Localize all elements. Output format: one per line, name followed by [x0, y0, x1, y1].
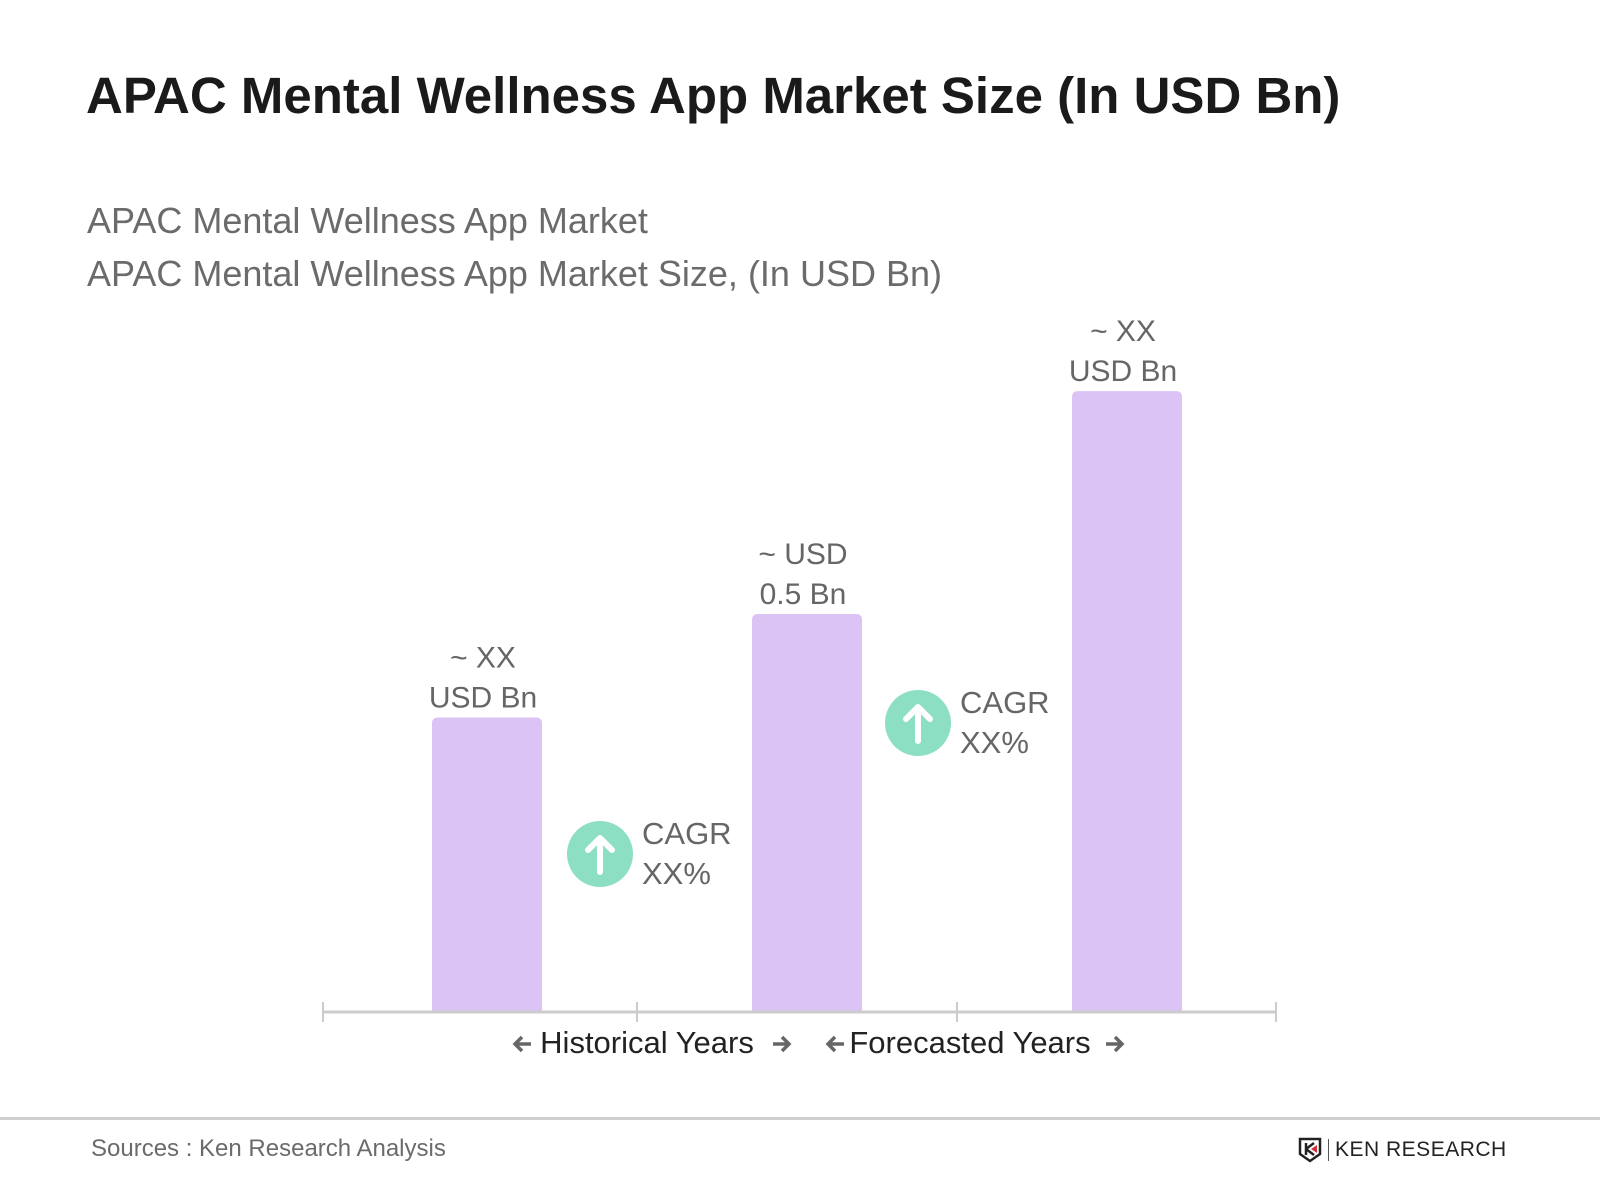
data-label: ~ USD — [758, 538, 847, 571]
x-axis-segment-label: Forecasted Years — [849, 1025, 1090, 1060]
arrow-up-icon — [585, 835, 615, 875]
arrow-left-icon — [825, 1035, 844, 1053]
cagr-label: CAGR — [960, 685, 1050, 720]
data-label: USD Bn — [429, 681, 537, 714]
cagr-label: XX% — [960, 725, 1029, 760]
x-axis-segment-label: Historical Years — [540, 1025, 754, 1060]
ken-research-shield-icon — [1298, 1137, 1322, 1163]
cagr-label: XX% — [642, 856, 711, 891]
data-label: USD Bn — [1069, 355, 1177, 388]
bar — [432, 717, 542, 1012]
bar — [752, 614, 862, 1012]
data-label: ~ XX — [1090, 315, 1156, 348]
arrow-right-icon — [773, 1035, 792, 1053]
logo-text: KEN RESEARCH — [1335, 1138, 1507, 1161]
footer-divider — [0, 1117, 1600, 1120]
chart-subtitle-units: APAC Mental Wellness App Market Size, (I… — [87, 253, 942, 294]
cagr-label: CAGR — [642, 816, 732, 851]
bar-chart: ~ XX USD Bn ~ USD 0.5 Bn ~ XX USD Bn Historica… — [322, 315, 1277, 1060]
chart-title: APAC Mental Wellness App Market Size (In… — [86, 67, 1341, 124]
source-note: Sources : Ken Research Analysis — [91, 1135, 446, 1162]
ken-research-logo: KEN RESEARCH — [1298, 1137, 1507, 1163]
data-label: ~ XX — [450, 641, 516, 674]
arrow-left-icon — [512, 1035, 531, 1053]
arrow-up-icon — [903, 704, 933, 744]
bar — [1072, 391, 1182, 1012]
arrow-right-icon — [1106, 1035, 1125, 1053]
chart-subtitle: APAC Mental Wellness App Market — [87, 200, 648, 241]
data-label: 0.5 Bn — [760, 578, 847, 611]
